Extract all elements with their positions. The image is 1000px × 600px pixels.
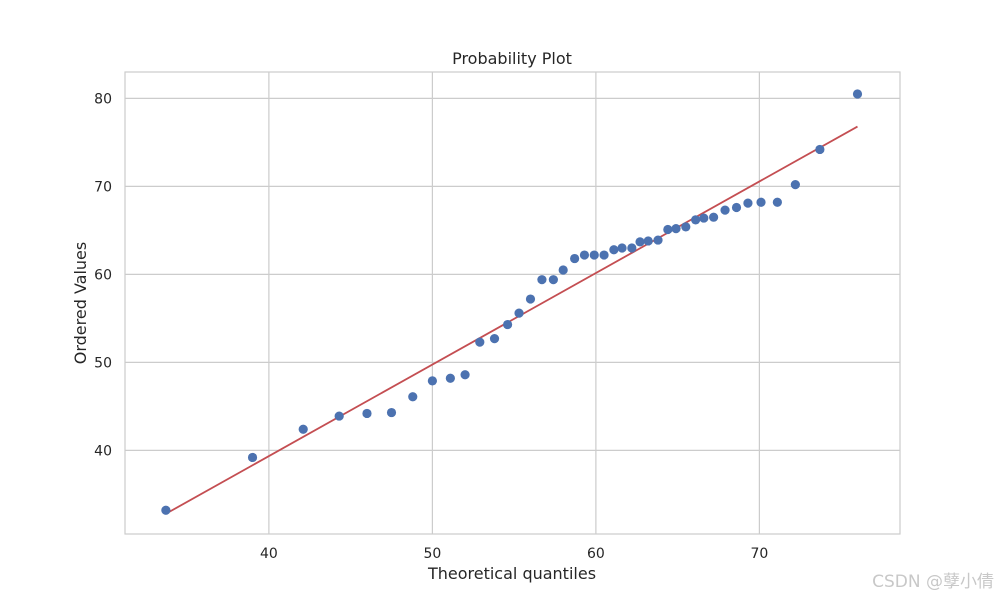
data-point (720, 205, 730, 215)
data-point (558, 265, 568, 275)
data-point (691, 215, 701, 225)
data-point (671, 224, 681, 234)
plot-frame (124, 71, 901, 535)
data-point (609, 245, 619, 255)
data-point (427, 376, 437, 386)
x-tick-label: 60 (587, 546, 605, 562)
data-point (489, 334, 500, 344)
data-point (635, 237, 645, 247)
data-point (548, 275, 558, 285)
data-point (815, 144, 825, 155)
data-point (653, 235, 663, 245)
data-point (445, 373, 455, 383)
data-point (247, 452, 258, 463)
data-point (570, 253, 580, 264)
y-tick-label: 50 (94, 355, 112, 371)
x-axis-label: Theoretical quantiles (427, 564, 596, 583)
data-point (627, 243, 637, 253)
data-point (790, 180, 800, 190)
data-point (460, 370, 470, 380)
data-point (709, 212, 719, 222)
x-tick-label: 50 (423, 546, 441, 562)
data-point (537, 275, 547, 285)
grid-lines (125, 72, 900, 534)
data-point (599, 250, 609, 260)
data-point (731, 202, 742, 213)
x-tick-labels: 40 50 60 70 (260, 546, 768, 562)
y-tick-label: 70 (94, 179, 112, 195)
x-tick-label: 40 (260, 546, 278, 562)
y-axis-label: Ordered Values (71, 242, 90, 364)
data-points (161, 89, 863, 515)
data-point (386, 407, 397, 418)
data-point (334, 411, 344, 421)
data-point (579, 250, 590, 260)
data-point (408, 392, 418, 402)
data-point (589, 250, 599, 260)
data-point (475, 337, 485, 347)
data-point (743, 198, 753, 208)
y-tick-label: 80 (94, 91, 112, 107)
data-point (699, 213, 709, 223)
data-point (663, 224, 673, 235)
watermark: CSDN @孽小倩 (872, 572, 994, 592)
data-point (756, 197, 766, 207)
data-point (502, 319, 513, 330)
data-point (161, 505, 171, 515)
y-tick-label: 60 (94, 267, 112, 283)
data-point (772, 197, 782, 207)
data-point (514, 308, 524, 318)
data-point (298, 424, 308, 434)
data-point (617, 243, 627, 253)
data-point (525, 294, 536, 304)
data-point (643, 236, 653, 246)
x-tick-label: 70 (750, 546, 768, 562)
chart-title: Probability Plot (452, 49, 572, 68)
y-tick-labels: 40 50 60 70 80 (94, 91, 112, 459)
data-point (852, 89, 863, 99)
data-point (362, 408, 372, 419)
y-tick-label: 40 (94, 443, 112, 459)
fit-line-group (165, 125, 858, 515)
data-point (681, 222, 691, 232)
fit-line (165, 125, 858, 515)
